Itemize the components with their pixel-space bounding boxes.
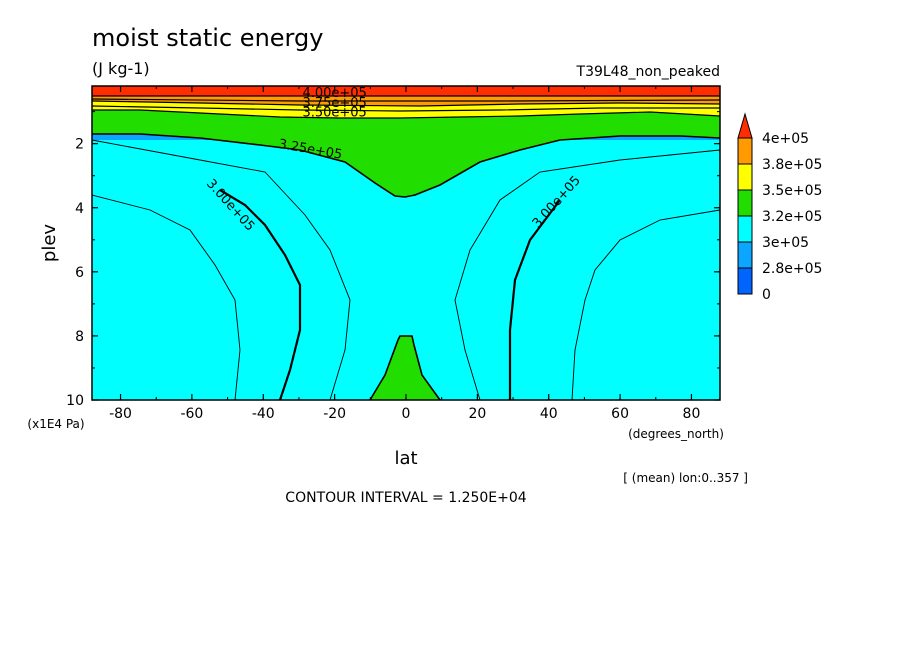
contour-line-3.00e+05-right — [508, 199, 561, 400]
colorbar-segment — [737, 267, 753, 295]
contour-line-3.625e+05 — [92, 105, 720, 112]
plot-area — [92, 86, 720, 400]
chart-title: moist static energy — [92, 24, 323, 52]
experiment-label: T39L48_non_peaked — [576, 64, 720, 80]
contour-line-3.125e+05-right — [454, 149, 720, 400]
chart-units: (J kg-1) — [92, 59, 150, 78]
contour-line-3.875e+05 — [92, 98, 720, 102]
colorbar-label: 2.8e+05 — [762, 261, 822, 277]
colorbar-segment — [737, 163, 753, 191]
colorbar-segment — [737, 189, 753, 217]
x-tick-label: 60 — [611, 406, 629, 422]
colorbar-label: 3.2e+05 — [762, 209, 822, 225]
x-tick-label: -80 — [109, 406, 132, 422]
contour-line-3.00e+05-left — [219, 189, 302, 400]
colorbar-label: 3.5e+05 — [762, 183, 822, 199]
x-tick-label: 20 — [468, 406, 486, 422]
x-units-label: (degrees_north) — [628, 427, 724, 441]
colorbar-label: 0 — [762, 287, 771, 303]
y-tick-label: 2 — [75, 137, 84, 153]
x-axis-label: lat — [394, 448, 417, 469]
x-tick-label: -20 — [323, 406, 346, 422]
colorbar-label: 3.8e+05 — [762, 157, 822, 173]
contour-interval-text: CONTOUR INTERVAL = 1.250E+04 — [285, 490, 526, 506]
colorbar-segment — [737, 112, 753, 139]
contour-label: 3.75e+05 — [302, 96, 366, 111]
colorbar-label: 4e+05 — [762, 131, 809, 147]
y-tick-label: 6 — [75, 265, 84, 281]
contour-label: 4.00e+05 — [302, 86, 366, 101]
y-tick-label: 8 — [75, 329, 84, 345]
x-tick-label: -60 — [180, 406, 203, 422]
contour-line-3.25e+05-equator — [369, 335, 441, 400]
x-tick-label: 40 — [540, 406, 558, 422]
colorbar-segment — [737, 137, 753, 165]
contour-line-2.875e+05-left — [92, 194, 241, 400]
band-fill-3.2e+05-bottom — [370, 336, 440, 400]
y-axis: 2 4 6 8 10 — [66, 111, 720, 409]
y-tick-label: 4 — [75, 201, 84, 217]
contour-line-3.50e+05 — [92, 109, 720, 119]
colorbar-segment — [737, 241, 753, 269]
contour-lines — [92, 95, 720, 400]
y-tick-label: 10 — [66, 393, 84, 409]
colorbar: 4e+05 3.8e+05 3.5e+05 3.2e+05 3e+05 2.8e+05 0 — [737, 112, 822, 303]
y-axis-label: plev — [39, 224, 60, 263]
contour-line-3.75e+05 — [92, 100, 720, 107]
contour-line-2.875e+05-right — [571, 209, 720, 400]
x-tick-label: 80 — [683, 406, 701, 422]
x-axis: -80 -60 -40 -20 0 20 40 60 80 — [109, 86, 700, 422]
colorbar-segment — [737, 215, 753, 243]
contour-line-3.125e+05-left — [92, 139, 351, 400]
band-fill-3e+05-core — [92, 140, 720, 400]
y-units-label: (x1E4 Pa) — [27, 417, 84, 431]
colorbar-label: 3e+05 — [762, 235, 809, 251]
x-tick-label: -40 — [252, 406, 275, 422]
contour-line-3.25e+05 — [92, 133, 720, 198]
contour-label: 3.50e+05 — [302, 105, 366, 120]
x-tick-label: 0 — [402, 406, 411, 422]
averaging-note: [ (mean) lon:0..357 ] — [623, 471, 748, 485]
